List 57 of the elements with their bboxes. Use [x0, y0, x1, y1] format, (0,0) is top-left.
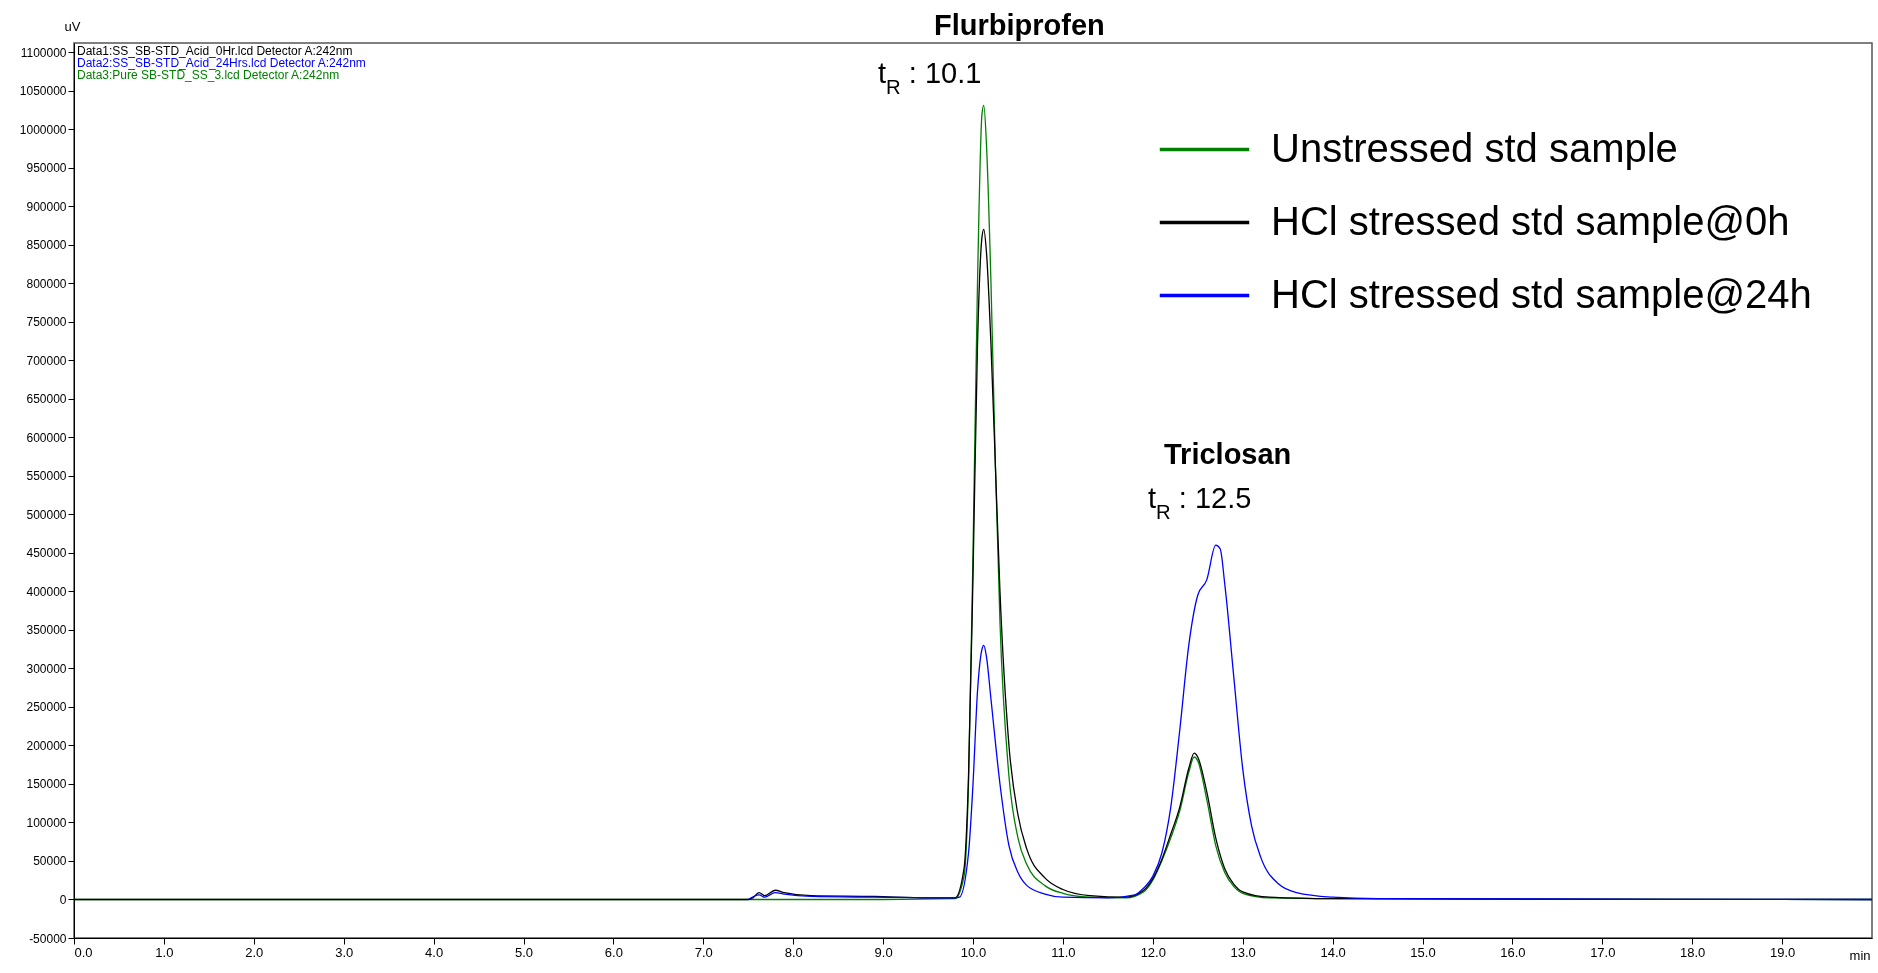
- x-tick-label: 4.0: [425, 944, 444, 960]
- annotation: Triclosan: [1164, 438, 1292, 470]
- annotation: t$_{R}$ : 12.5: [1148, 482, 1252, 523]
- y-axis-title: uV: [64, 18, 81, 34]
- x-tick-label: 3.0: [335, 944, 354, 960]
- y-tick-label: 950000: [26, 161, 67, 176]
- x-tick-label: 9.0: [874, 944, 893, 960]
- annotation: Data2:SS_SB-STD_Acid_24Hrs.lcd Detector A:242nm: [77, 56, 366, 70]
- annotation: t$_{R}$ : 10.1: [878, 57, 982, 98]
- x-tick-label: 10.0: [960, 944, 987, 960]
- x-tick-label: 0.0: [74, 944, 93, 960]
- x-tick-label: 7.0: [694, 944, 713, 960]
- y-tick-label: 850000: [26, 238, 67, 253]
- y-tick-label: 250000: [26, 700, 67, 715]
- y-tick-label: 1050000: [19, 84, 67, 99]
- y-tick-label: 100000: [26, 815, 67, 830]
- x-axis-title: min: [1849, 947, 1871, 963]
- x-tick-label: 8.0: [784, 944, 803, 960]
- x-tick-label: 5.0: [514, 944, 534, 960]
- y-tick-label: 750000: [26, 315, 67, 330]
- legend-label: HCl stressed std sample@0h: [1271, 198, 1790, 243]
- y-tick-label: 300000: [26, 661, 67, 676]
- y-tick-label: 800000: [26, 276, 67, 291]
- y-tick-label: 450000: [26, 546, 67, 561]
- y-tick-label: 900000: [26, 199, 67, 214]
- y-tick-label: 1100000: [20, 45, 67, 60]
- x-tick-label: 19.0: [1769, 944, 1796, 960]
- x-tick-label: 17.0: [1590, 944, 1616, 960]
- y-tick-label: -50000: [29, 931, 67, 946]
- x-tick-label: 6.0: [604, 944, 623, 960]
- annotation: Data1:SS_SB-STD_Acid_0Hr.lcd Detector A:242nm: [77, 44, 353, 58]
- y-tick-label: 600000: [26, 430, 67, 445]
- legend-label: HCl stressed std sample@24h: [1271, 271, 1812, 316]
- line-series: [747, 544, 1872, 901]
- y-tick-label: 400000: [26, 584, 67, 599]
- x-tick-label: 14.0: [1320, 944, 1346, 960]
- y-tick-label: 350000: [26, 623, 67, 638]
- y-tick-label: 550000: [26, 469, 67, 484]
- y-tick-label: 1000000: [19, 122, 67, 137]
- annotation: Data3:Pure SB-STD_SS_3.lcd Detector A:242nm: [77, 68, 340, 82]
- y-tick-label: 700000: [26, 353, 67, 368]
- text: Flurbiprofen: [934, 9, 1105, 41]
- x-tick-label: 1.0: [155, 944, 174, 960]
- x-tick-label: 18.0: [1680, 944, 1706, 960]
- legend-label: Unstressed std sample: [1271, 125, 1678, 170]
- y-tick-label: 650000: [26, 392, 67, 407]
- x-tick-label: 12.0: [1140, 944, 1166, 960]
- y-tick-label: 500000: [26, 507, 67, 522]
- y-tick-label: 200000: [26, 738, 67, 753]
- x-tick-label: 13.0: [1230, 944, 1256, 960]
- x-tick-label: 15.0: [1410, 944, 1436, 960]
- y-tick-label: 50000: [33, 854, 67, 869]
- y-tick-label: 150000: [26, 777, 67, 792]
- y-tick-label: 0: [59, 892, 67, 907]
- x-tick-label: 16.0: [1500, 944, 1526, 960]
- x-tick-label: 2.0: [245, 944, 264, 960]
- x-tick-label: 11.0: [1051, 944, 1076, 960]
